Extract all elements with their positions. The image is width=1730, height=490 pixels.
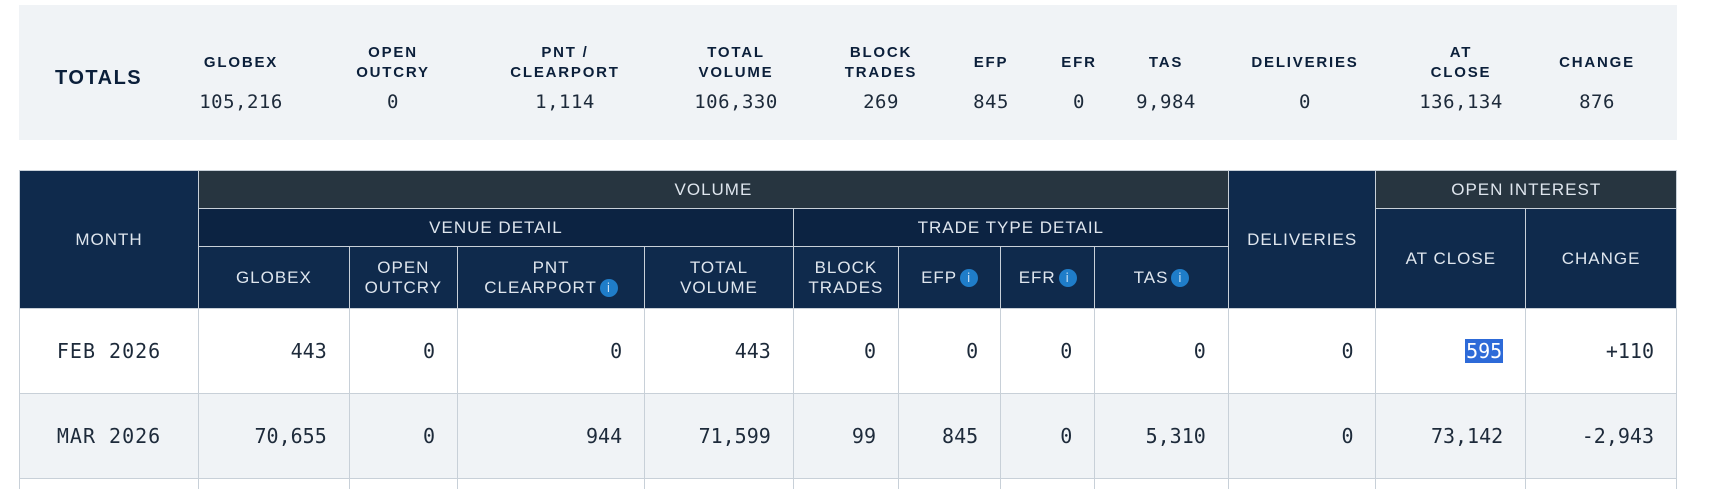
cell-tas: 0: [1094, 308, 1229, 394]
info-icon[interactable]: i: [599, 279, 618, 298]
cell-deliveries: 0: [1227, 308, 1377, 394]
totals-value: 269: [863, 91, 899, 113]
volume-table: MONTH VOLUME DELIVERIES OPEN INTEREST VE…: [18, 170, 1677, 489]
cell-pnt-clearport: 0: [456, 308, 646, 394]
totals-header: CHANGE: [1559, 54, 1635, 71]
totals-block-trades: BLOCK TRADES 269: [806, 43, 956, 113]
header-open-interest: OPEN INTEREST: [1375, 170, 1677, 209]
totals-header: OPEN OUTCRY: [356, 44, 430, 81]
header-block-trades-line2: TRADES: [808, 277, 884, 297]
header-efr: EFR i: [1000, 246, 1096, 309]
totals-value: 0: [1299, 91, 1311, 113]
totals-deliveries: DELIVERIES 0: [1230, 43, 1380, 113]
header-open-outcry: OPEN OUTCRY: [348, 246, 459, 309]
header-total-volume-line1: TOTAL: [689, 257, 749, 277]
header-venue-detail: VENUE DETAIL: [198, 208, 794, 247]
totals-globex: GLOBEX 105,216: [166, 43, 316, 113]
cell-block-trades: 99: [792, 393, 900, 479]
totals-value: 105,216: [199, 91, 283, 113]
cell-globex: 70,655: [198, 393, 350, 479]
totals-tas: TAS 9,984: [1091, 43, 1241, 113]
table-row-partial: [18, 478, 1677, 489]
header-at-close: AT CLOSE: [1375, 208, 1527, 309]
cell-globex: 443: [198, 308, 350, 394]
header-month: MONTH: [18, 170, 200, 309]
cell-month: FEB 2026: [18, 308, 200, 394]
header-total-volume-line2: VOLUME: [680, 277, 758, 297]
totals-value: 0: [387, 91, 399, 113]
info-icon[interactable]: i: [1171, 269, 1190, 288]
header-pnt-line2: CLEARPORT: [484, 277, 597, 297]
cell-total-volume: 443: [644, 308, 794, 394]
totals-header: AT CLOSE: [1430, 44, 1492, 81]
totals-at-close: AT CLOSE 136,134: [1386, 43, 1536, 113]
totals-change: CHANGE 876: [1522, 43, 1672, 113]
totals-header: PNT / CLEARPORT: [510, 44, 620, 81]
header-block-trades: BLOCK TRADES: [792, 246, 900, 309]
cell-efp: 845: [898, 393, 1002, 479]
totals-pnt-clearport: PNT / CLEARPORT 1,114: [490, 43, 640, 113]
cell-pnt-clearport: 944: [456, 393, 646, 479]
totals-header: EFR: [1061, 54, 1097, 71]
totals-label: TOTALS: [55, 67, 143, 89]
totals-header: TOTAL VOLUME: [698, 44, 774, 81]
header-open-outcry-line1: OPEN: [377, 257, 430, 277]
header-efr-label: EFR: [1018, 267, 1056, 287]
cell-tas: 5,310: [1094, 393, 1229, 479]
header-total-volume: TOTAL VOLUME: [644, 246, 794, 309]
cell-change: -2,943: [1525, 393, 1677, 479]
table-row: MAR 2026 70,655 0 944 71,599 99 845 0 5,…: [18, 393, 1677, 479]
header-open-outcry-line2: OUTCRY: [364, 277, 443, 297]
cell-open-outcry: 0: [348, 393, 459, 479]
totals-header: EFP: [973, 54, 1009, 71]
totals-header: DELIVERIES: [1251, 54, 1359, 71]
totals-value: 0: [1073, 91, 1085, 113]
header-volume: VOLUME: [198, 170, 1229, 209]
totals-header: TAS: [1148, 54, 1184, 71]
header-pnt-line1: PNT: [532, 257, 570, 277]
totals-value: 106,330: [694, 91, 778, 113]
selected-text: 595: [1465, 339, 1504, 363]
cell-deliveries: 0: [1227, 393, 1377, 479]
header-efp-label: EFP: [921, 267, 958, 287]
cell-open-outcry: 0: [348, 308, 459, 394]
totals-header: BLOCK TRADES: [844, 44, 918, 81]
table-row: FEB 2026 443 0 0 443 0 0 0 0 0 595 +110: [18, 308, 1677, 394]
info-icon[interactable]: i: [1058, 269, 1077, 288]
cell-month: MAR 2026: [18, 393, 200, 479]
header-trade-type-detail: TRADE TYPE DETAIL: [792, 208, 1229, 247]
header-pnt-clearport: PNT CLEARPORT i: [456, 246, 646, 309]
totals-value: 136,134: [1419, 91, 1503, 113]
totals-value: 845: [973, 91, 1009, 113]
cell-at-close: 73,142: [1375, 393, 1527, 479]
totals-open-outcry: OPEN OUTCRY 0: [318, 43, 468, 113]
header-globex: GLOBEX: [198, 246, 350, 309]
cell-efr: 0: [1000, 308, 1096, 394]
cell-efr: 0: [1000, 393, 1096, 479]
header-efp: EFP i: [898, 246, 1002, 309]
info-icon[interactable]: i: [960, 269, 979, 288]
totals-panel: TOTALS GLOBEX 105,216 OPEN OUTCRY 0 PNT …: [19, 5, 1677, 140]
cell-at-close: 595: [1375, 308, 1527, 394]
cell-efp: 0: [898, 308, 1002, 394]
totals-total-volume: TOTAL VOLUME 106,330: [661, 43, 811, 113]
cell-block-trades: 0: [792, 308, 900, 394]
cell-change: +110: [1525, 308, 1677, 394]
header-deliveries: DELIVERIES: [1227, 170, 1377, 309]
totals-value: 9,984: [1136, 91, 1196, 113]
header-change: CHANGE: [1525, 208, 1677, 309]
header-tas: TAS i: [1094, 246, 1229, 309]
totals-value: 1,114: [535, 91, 595, 113]
cell-total-volume: 71,599: [644, 393, 794, 479]
header-tas-label: TAS: [1133, 267, 1169, 287]
totals-value: 876: [1579, 91, 1615, 113]
totals-efr: EFR 0: [1004, 43, 1154, 113]
totals-efp: EFP 845: [916, 43, 1066, 113]
header-block-trades-line1: BLOCK: [814, 257, 878, 277]
totals-header: GLOBEX: [203, 54, 279, 71]
